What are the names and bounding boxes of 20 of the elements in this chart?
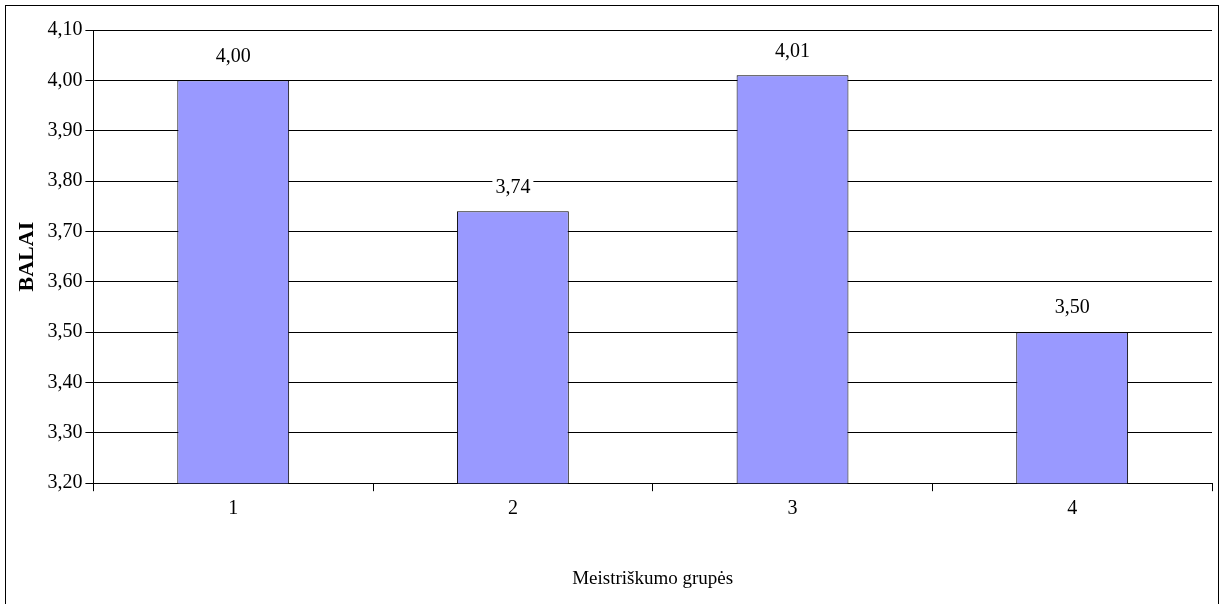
x-tick-label: 3 [787,496,798,519]
data-label: 3,50 [1054,295,1090,318]
y-tick-label: 3,20 [47,470,83,493]
y-axis-title: BALAI [12,221,38,292]
y-tick-label: 3,40 [47,369,83,392]
x-tick-label: 4 [1067,496,1078,519]
y-tick-label: 3,70 [47,218,83,241]
y-tick-label: 3,90 [47,117,83,140]
data-label: 4,01 [775,38,811,61]
y-tick-label: 3,50 [47,319,83,342]
data-label: 3,74 [495,174,531,197]
y-tick-label: 4,00 [47,67,83,90]
x-tick-label: 2 [507,496,518,519]
x-tick-label: 1 [228,496,239,519]
y-tick-label: 3,30 [47,420,83,443]
x-axis-title: Meistriškumo grupės [572,566,734,588]
y-tick-label: 3,80 [47,168,83,191]
data-label: 4,00 [215,43,251,66]
y-tick-label: 4,10 [47,17,83,40]
y-tick-label: 3,60 [47,269,83,292]
